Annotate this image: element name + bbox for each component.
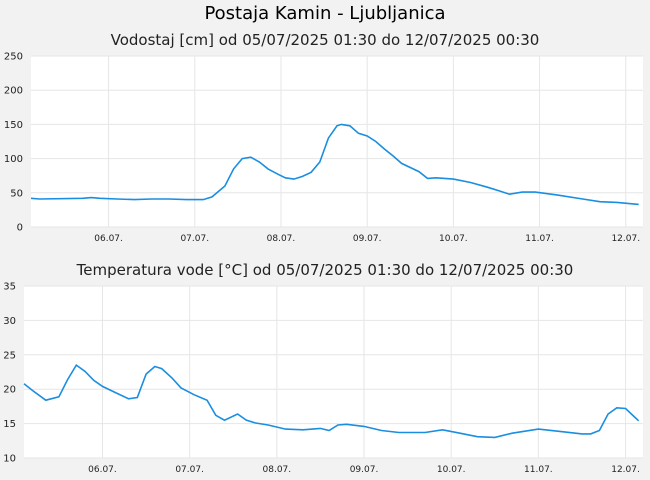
- temp-y-tick-label: 25: [3, 350, 16, 361]
- temp-y-tick-label: 15: [3, 419, 16, 430]
- page-title: Postaja Kamin - Ljubljanica: [204, 3, 446, 24]
- water-x-tick-label: 06.07.: [94, 234, 123, 244]
- temp-series-line: [23, 363, 640, 439]
- water-x-tick-label: 08.07.: [267, 234, 296, 244]
- temp-y-tick-label: 35: [3, 282, 16, 293]
- water-x-tick-label: 12.07.: [611, 234, 640, 244]
- water-y-tick-label: 0: [17, 223, 23, 234]
- water-level-chart: Vodostaj [cm] od 05/07/2025 01:30 do 12/…: [4, 31, 643, 244]
- temp-y-tick-label: 10: [3, 454, 16, 465]
- temp-y-tick-label: 30: [3, 316, 16, 327]
- water-x-tick-label: 09.07.: [353, 234, 382, 244]
- water-series-line: [30, 123, 639, 206]
- temp-chart-title: Temperatura vode [°C] od 05/07/2025 01:3…: [76, 261, 574, 279]
- water-x-tick-label: 07.07.: [180, 234, 209, 244]
- water-x-tick-label: 10.07.: [439, 234, 468, 244]
- water-x-tick-label: 11.07.: [525, 234, 554, 244]
- temp-x-tick-label: 06.07.: [88, 465, 117, 475]
- temp-x-tick-label: 10.07.: [437, 465, 466, 475]
- water-y-tick-label: 100: [4, 154, 23, 165]
- temp-x-tick-label: 07.07.: [175, 465, 204, 475]
- temp-plot-area: [24, 286, 643, 458]
- temp-x-tick-label: 09.07.: [350, 465, 379, 475]
- water-y-tick-label: 50: [10, 188, 23, 199]
- water-chart-title: Vodostaj [cm] od 05/07/2025 01:30 do 12/…: [111, 31, 540, 49]
- water-temperature-chart: Temperatura vode [°C] od 05/07/2025 01:3…: [3, 261, 643, 475]
- temp-x-tick-label: 08.07.: [263, 465, 292, 475]
- temp-x-tick-label: 12.07.: [611, 465, 640, 475]
- temp-y-tick-label: 20: [3, 385, 16, 396]
- water-y-tick-label: 250: [4, 52, 23, 63]
- water-y-tick-label: 150: [4, 120, 23, 131]
- temp-x-tick-label: 11.07.: [524, 465, 553, 475]
- water-plot-area: [31, 56, 643, 227]
- water-y-tick-label: 200: [4, 86, 23, 97]
